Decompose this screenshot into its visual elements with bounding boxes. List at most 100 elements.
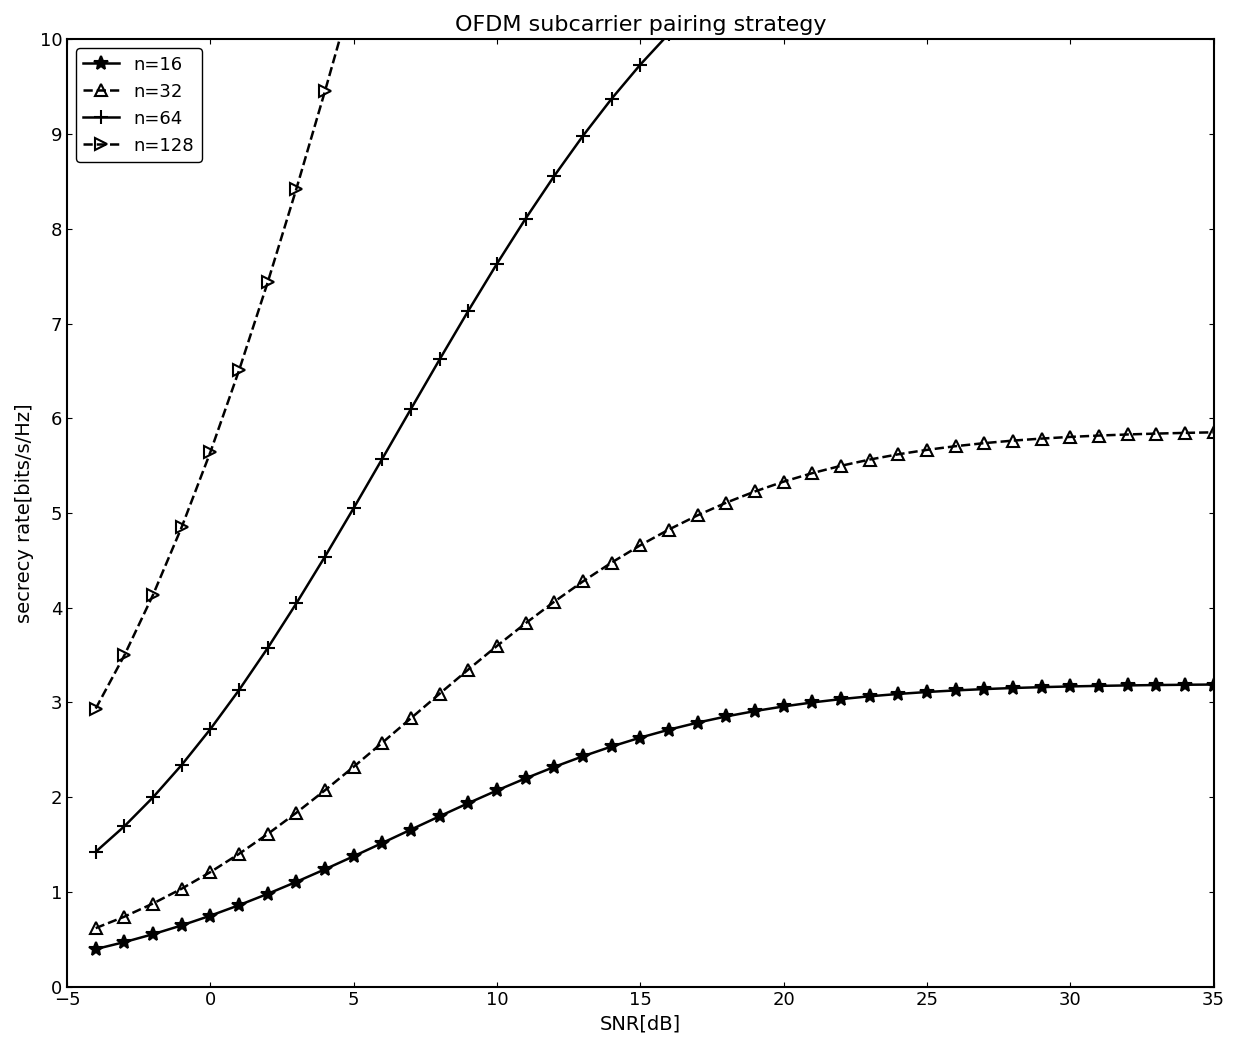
n=64 [289,597,304,609]
Line: n=128: n=128 [91,0,1219,714]
n=64 [260,642,275,655]
n=32 [661,523,676,536]
X-axis label: SNR[dB]: SNR[dB] [600,1015,681,1034]
n=64 [632,59,647,71]
n=64 [547,170,562,183]
n=128 [232,364,247,377]
n=16 [289,876,304,889]
n=16 [117,936,131,948]
n=32 [719,496,734,509]
n=32 [547,596,562,608]
n=16 [433,810,448,822]
n=128 [145,588,160,601]
n=64 [661,27,676,40]
n=32 [919,444,934,456]
n=32 [1034,432,1049,445]
n=16 [547,761,562,773]
n=32 [1120,428,1135,441]
n=32 [117,911,131,923]
n=16 [862,690,877,703]
n=16 [260,887,275,900]
n=64 [145,791,160,804]
n=32 [1091,429,1106,442]
n=32 [490,640,505,652]
n=128 [260,276,275,288]
n=16 [748,705,763,718]
n=64 [691,0,706,12]
n=16 [88,943,103,956]
n=64 [88,845,103,858]
n=128 [203,446,218,458]
n=16 [461,797,476,810]
n=16 [232,899,247,912]
n=16 [518,772,533,785]
n=32 [461,663,476,676]
n=32 [346,761,361,773]
n=16 [403,823,418,836]
n=32 [433,687,448,700]
n=16 [490,785,505,797]
n=64 [203,723,218,735]
n=16 [1006,682,1021,694]
n=16 [632,731,647,744]
n=16 [805,697,820,709]
n=32 [289,807,304,819]
n=32 [862,453,877,466]
n=64 [403,403,418,415]
n=32 [691,509,706,521]
n=32 [748,485,763,497]
n=32 [145,897,160,909]
Line: n=32: n=32 [91,427,1219,934]
n=64 [518,212,533,224]
n=64 [490,257,505,270]
n=32 [1148,427,1163,440]
n=32 [949,440,963,452]
n=64 [604,92,619,105]
n=128 [317,85,332,98]
n=64 [461,304,476,317]
n=16 [691,716,706,729]
n=64 [175,758,190,771]
n=16 [776,700,791,712]
n=32 [977,436,992,449]
n=64 [575,130,590,143]
n=32 [374,736,389,749]
n=32 [1006,434,1021,447]
n=16 [890,688,905,701]
n=32 [604,556,619,569]
n=128 [289,183,304,195]
n=32 [575,575,590,587]
n=16 [833,692,848,705]
n=32 [805,467,820,479]
n=16 [1091,680,1106,692]
n=16 [145,928,160,941]
n=128 [88,702,103,714]
Line: n=16: n=16 [89,678,1220,956]
Line: n=64: n=64 [89,0,1220,859]
Y-axis label: secrecy rate[bits/s/Hz]: secrecy rate[bits/s/Hz] [15,403,33,623]
n=64 [117,820,131,833]
n=16 [977,683,992,695]
n=16 [346,850,361,862]
n=16 [1148,679,1163,691]
n=64 [374,452,389,465]
n=64 [232,684,247,697]
n=64 [346,501,361,514]
n=32 [518,617,533,629]
n=16 [317,863,332,876]
n=32 [1063,431,1078,444]
n=16 [1207,679,1221,691]
n=32 [317,784,332,796]
n=32 [833,459,848,472]
n=16 [1120,679,1135,691]
n=16 [374,837,389,850]
n=128 [117,649,131,662]
n=32 [88,922,103,935]
n=64 [317,551,332,563]
n=16 [661,724,676,736]
n=32 [1207,426,1221,438]
n=16 [1063,680,1078,692]
n=16 [1034,681,1049,693]
n=16 [919,686,934,699]
n=16 [203,909,218,922]
